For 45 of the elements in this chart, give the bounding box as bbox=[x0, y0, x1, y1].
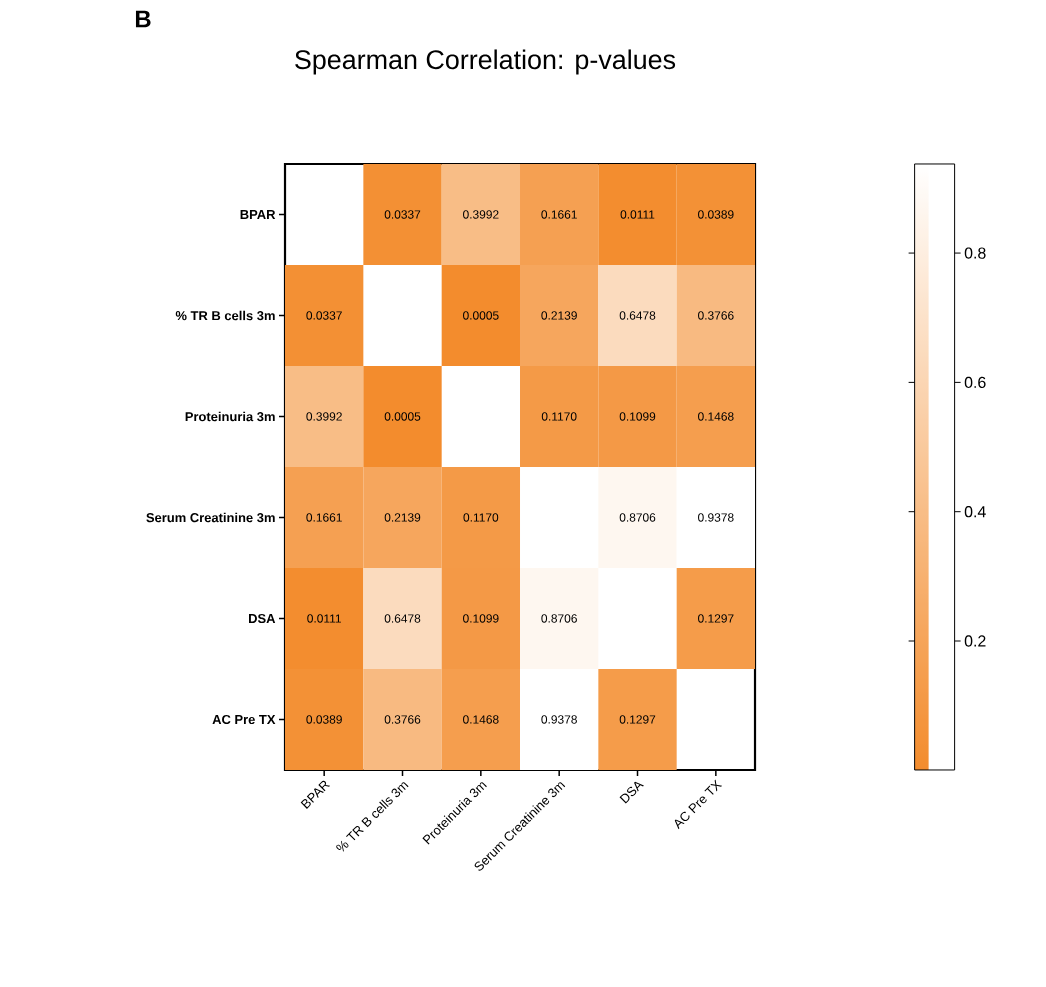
y-tick-label: % TR B cells 3m bbox=[175, 310, 275, 321]
data-label: 0.0337 bbox=[384, 210, 421, 219]
data-label: 0.0389 bbox=[698, 210, 734, 219]
data-label: 0.8706 bbox=[619, 513, 656, 522]
x-tick-label: DSA bbox=[619, 781, 644, 804]
color-bar-label: 0.8 bbox=[964, 247, 986, 259]
data-label: 0.2139 bbox=[541, 311, 577, 320]
x-tick-label: AC Pre TX bbox=[674, 779, 723, 830]
x-tick-label: % TR B cells 3m bbox=[336, 782, 409, 852]
data-label: 0.0005 bbox=[463, 311, 499, 320]
text: 0.1661 bbox=[306, 513, 342, 522]
text: 0.0337 bbox=[306, 311, 342, 320]
data-label: 0.1661 bbox=[541, 210, 577, 219]
y-tick-label: AC Pre TX bbox=[212, 714, 276, 725]
text: 0.2139 bbox=[384, 513, 421, 522]
text: 0.0389 bbox=[306, 715, 342, 724]
y-tick-label: Serum Creatinine 3m bbox=[146, 512, 275, 523]
data-label: 0.3766 bbox=[698, 311, 734, 320]
color-bar-label: 0.4 bbox=[964, 506, 986, 518]
data-label: 0.1297 bbox=[698, 614, 734, 623]
data-label: 0.9378 bbox=[698, 513, 734, 522]
text: 0.0005 bbox=[384, 412, 421, 421]
text: 0.9378 bbox=[541, 715, 577, 724]
chart-title: Spearman Correlation: p-values bbox=[295, 49, 676, 75]
text: 0.1099 bbox=[463, 614, 499, 623]
data-label: 0.0111 bbox=[620, 210, 655, 219]
data-label: 0.6478 bbox=[619, 311, 656, 320]
text: 0.3766 bbox=[384, 715, 421, 724]
data-label: 0.3992 bbox=[463, 210, 499, 219]
text: B bbox=[135, 10, 151, 28]
text: 0.1170 bbox=[463, 513, 499, 522]
y-tick-label: Proteinuria 3m bbox=[185, 411, 275, 422]
text: 0.1468 bbox=[463, 715, 499, 724]
data-label: 0.1099 bbox=[619, 412, 656, 421]
color-bar-label: 0.2 bbox=[964, 635, 986, 647]
text: 0.6478 bbox=[384, 614, 421, 623]
text: 0.1297 bbox=[619, 715, 656, 724]
data-label: 0.1468 bbox=[698, 412, 734, 421]
y-tick-label: BPAR bbox=[240, 210, 276, 219]
color-bar-label: 0.6 bbox=[964, 376, 986, 389]
data-label: 0.1170 bbox=[541, 412, 577, 421]
text: 0.3992 bbox=[306, 412, 342, 421]
text: 0.0111 bbox=[307, 614, 341, 623]
text: 0.8706 bbox=[541, 614, 577, 623]
y-tick-label: DSA bbox=[249, 613, 276, 624]
